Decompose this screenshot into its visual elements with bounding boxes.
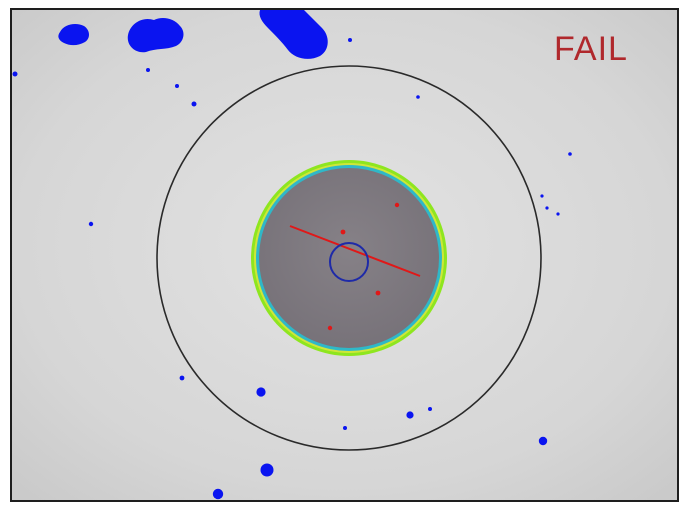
debris-blob xyxy=(259,10,328,59)
debris-blob xyxy=(12,71,18,77)
fail-status-label: FAIL xyxy=(554,30,628,68)
debris-blob xyxy=(88,221,94,227)
core-defect-spots xyxy=(327,202,400,331)
debris-blob xyxy=(545,206,549,210)
fiber-endface-image xyxy=(12,10,677,500)
debris-blob xyxy=(348,38,352,42)
center-marker xyxy=(329,242,369,282)
debris-blob xyxy=(416,95,420,99)
debris-blob xyxy=(58,24,90,46)
debris-blob xyxy=(540,194,544,198)
scratch-line xyxy=(289,225,421,277)
core-defect-spot xyxy=(375,290,381,296)
debris-blob xyxy=(568,152,572,156)
debris-blob xyxy=(343,426,347,430)
debris-blob xyxy=(175,84,179,88)
debris-blob xyxy=(406,411,414,419)
debris-blob xyxy=(179,375,185,381)
debris-blob xyxy=(260,463,274,477)
core-zone xyxy=(259,168,439,348)
debris-blob xyxy=(191,101,197,107)
core-defect-spot xyxy=(340,229,346,235)
debris-blob xyxy=(556,212,560,216)
core-defect-spot xyxy=(327,325,333,331)
debris-blob xyxy=(428,407,432,411)
core-defect-spot xyxy=(394,202,400,208)
debris-blob xyxy=(212,488,224,500)
debris-blob xyxy=(127,18,184,53)
debris-blob xyxy=(146,68,150,72)
inspection-frame: FAIL xyxy=(10,8,679,502)
debris-blob xyxy=(256,387,266,397)
debris-blob xyxy=(538,436,548,446)
debris-defects xyxy=(12,10,572,500)
cladding-boundary-ring xyxy=(156,65,542,451)
